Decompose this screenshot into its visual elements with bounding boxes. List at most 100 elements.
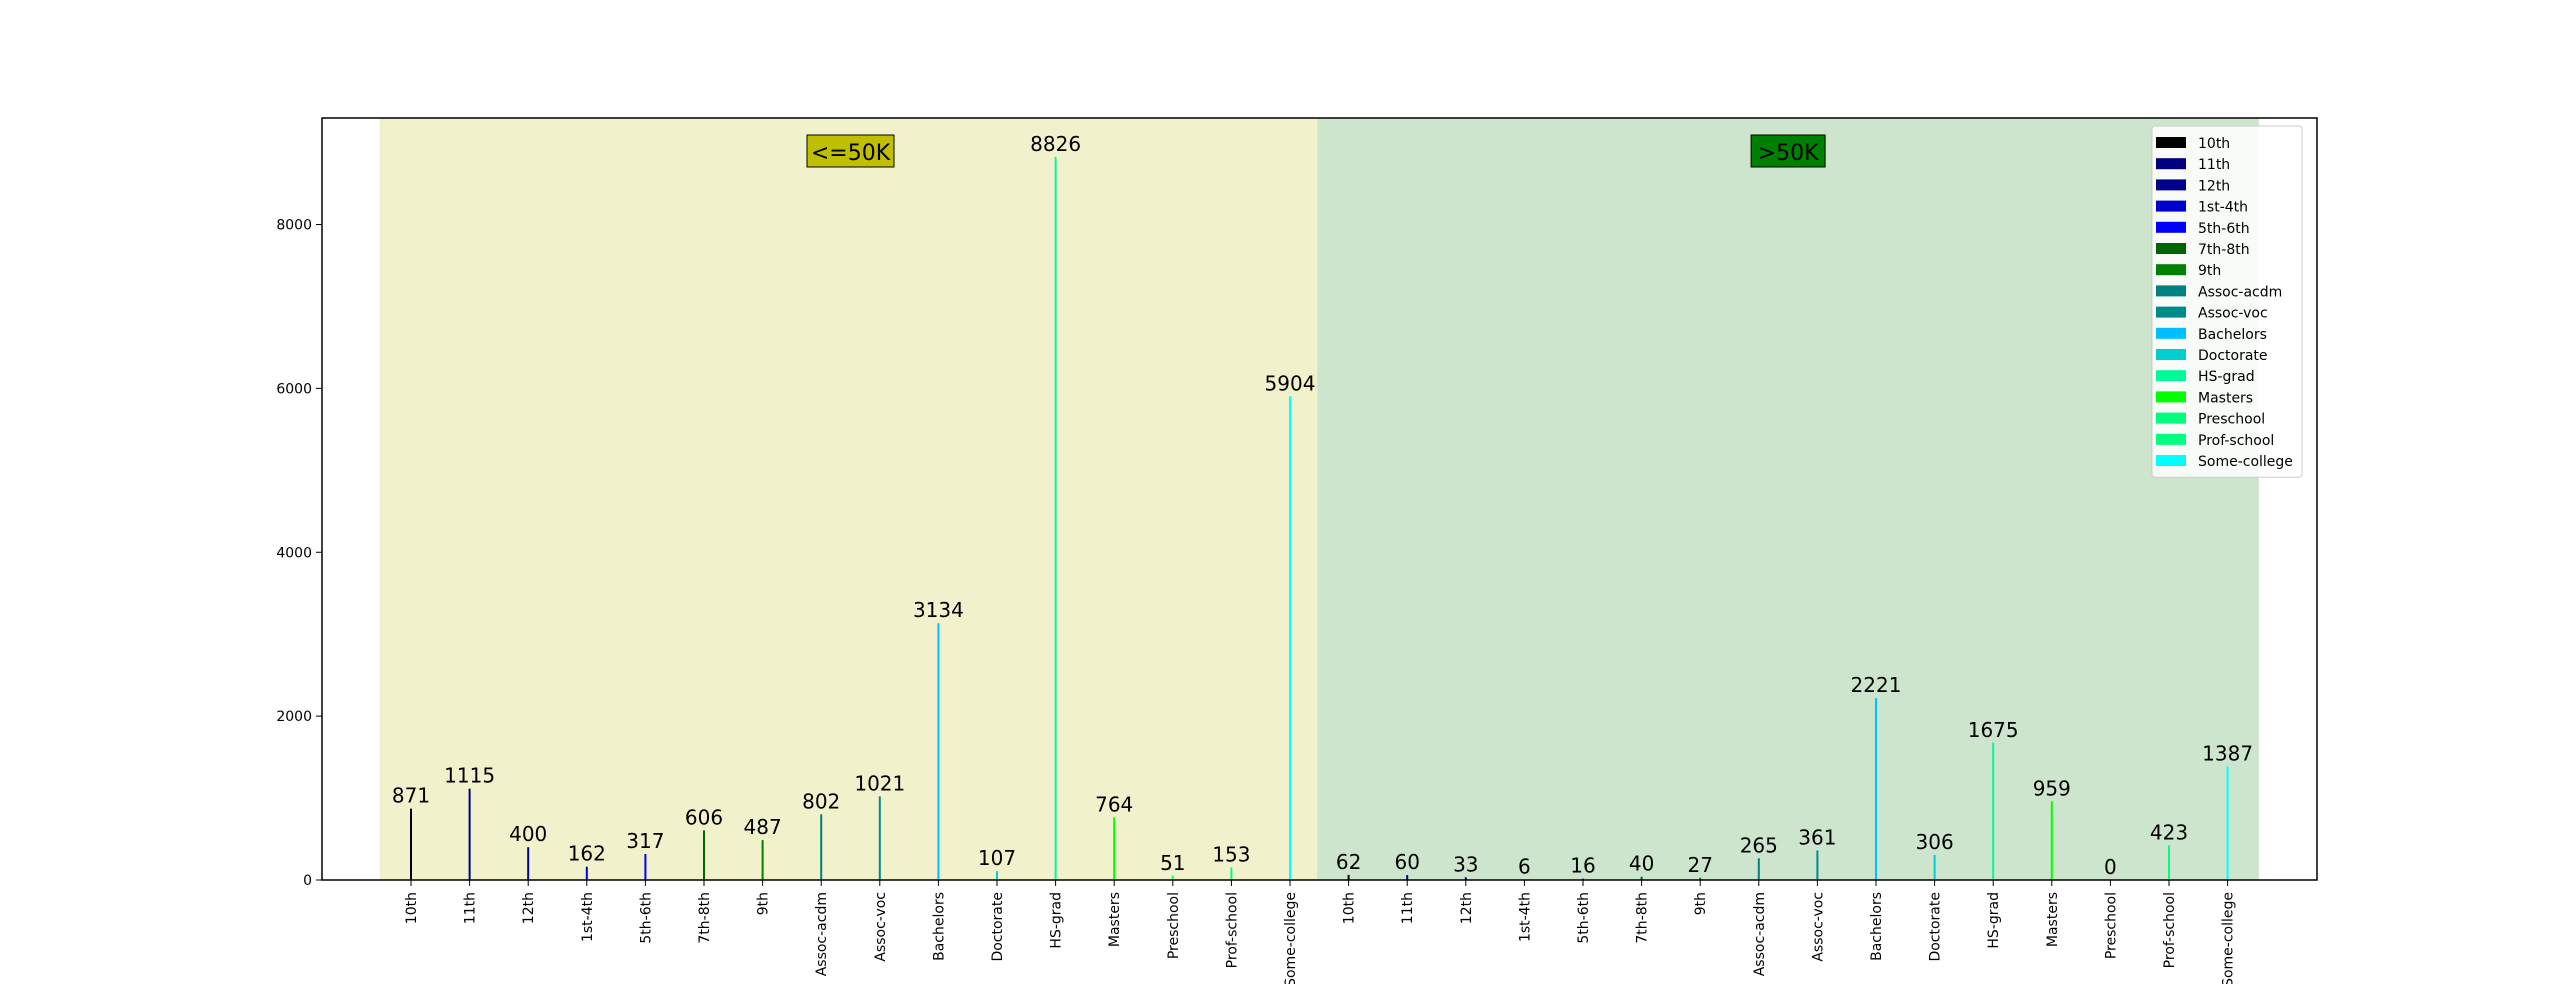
legend-swatch [2156,306,2186,318]
legend-label: Assoc-acdm [2198,284,2282,300]
y-axis-ticks: 0 2000 4000 6000 8000 [276,218,322,889]
bar [1640,876,1643,880]
bar [1933,854,1936,880]
value-label: 107 [978,846,1016,870]
bar [1230,867,1233,880]
bar [1464,877,1467,880]
x-tick-label: Prof-school [2162,892,2178,968]
legend-swatch [2156,200,2186,212]
x-tick-label: Bachelors [1869,892,1885,961]
y-tick-label: 0 [303,873,312,889]
x-axis-ticks: 10th 11th 12th 1st-4th 5th-6th 7th-8th 9th Asso… [404,880,2237,984]
x-tick-label: 1st-4th [580,892,596,942]
x-tick-label: 12th [1459,892,1475,924]
x-tick-label: Bachelors [931,892,947,961]
y-tick-label: 4000 [276,545,312,561]
bar [2226,766,2229,880]
bar [1699,877,1702,880]
bar [2168,845,2170,880]
value-label: 802 [802,789,840,813]
value-label: 1115 [444,764,495,788]
x-tick-label: Masters [1107,892,1123,947]
value-label: 0 [2104,855,2117,879]
bar [585,866,588,880]
legend-label: 1st-4th [2198,200,2248,216]
bar [1757,858,1760,880]
group-labels: <=50K >50K [806,134,1826,168]
legend-swatch [2156,391,2186,403]
group-label-box [806,134,895,168]
legend-label: Prof-school [2198,433,2274,449]
x-tick-label: Preschool [1166,892,1182,959]
legend-label: HS-grad [2198,369,2255,385]
bars [410,156,2229,881]
x-tick-label: 9th [1693,892,1709,915]
value-label: 959 [2033,776,2071,800]
x-tick-label: Prof-school [1224,892,1240,968]
x-tick-label: Doctorate [1928,892,1944,962]
x-tick-label: 11th [463,892,479,924]
value-label: 265 [1740,833,1778,857]
value-label: 361 [1798,825,1836,849]
value-label: 153 [1212,842,1250,866]
legend-label: Some-college [2198,454,2293,470]
value-label: 306 [1916,830,1954,854]
legend-swatch [2156,137,2186,148]
x-tick-label: 7th-8th [697,892,713,944]
bar [937,623,940,880]
x-tick-label: Some-college [2221,892,2237,984]
legend-label: 5th-6th [2198,221,2250,237]
legend-swatch [2156,221,2186,233]
legend-label: Assoc-voc [2198,306,2268,322]
legend-swatch [2156,455,2186,466]
x-tick-label: 9th [756,892,772,915]
value-label: 162 [568,842,606,866]
legend-swatch [2156,349,2186,360]
value-label: 8826 [1030,132,1081,156]
value-label: 487 [744,815,782,839]
value-label: 1021 [854,771,905,795]
value-label: 33 [1453,852,1478,876]
legend-label: 10th [2198,136,2230,152]
bar [1347,874,1350,880]
bar [1171,875,1174,880]
group-label-box [1750,134,1826,168]
legend-swatch [2156,243,2186,254]
value-label: 3134 [913,598,964,622]
x-tick-label: 7th-8th [1635,892,1651,944]
bar [1816,850,1819,880]
bar [996,871,998,880]
value-label: 60 [1394,850,1419,874]
x-tick-label: Assoc-acdm [1752,892,1768,976]
group-label: >50K [1758,141,1819,166]
legend-swatch [2156,285,2186,297]
legend-label: 12th [2198,178,2230,194]
bar [1406,875,1409,880]
x-tick-label: 5th-6th [638,892,654,944]
value-label: 27 [1687,853,1712,877]
bar [2050,801,2053,880]
group-background [379,118,1322,880]
bar [468,788,471,880]
x-tick-label: 10th [1342,892,1358,924]
group-background [1317,118,2259,880]
x-tick-label: Preschool [2103,892,2119,959]
x-tick-label: 5th-6th [1576,892,1592,944]
bar [1875,698,1877,880]
legend-label: 9th [2198,263,2221,279]
legend-swatch [2156,370,2186,382]
value-label: 16 [1570,854,1595,878]
value-label: 1675 [1968,718,2019,742]
value-label: 764 [1095,792,1133,816]
value-label: 51 [1160,851,1185,875]
value-label: 6 [1518,855,1531,879]
group-label: <=50K [811,141,891,166]
x-tick-label: 12th [521,892,537,924]
value-label: 606 [685,805,723,829]
value-label: 2221 [1851,673,1902,697]
value-label: 1387 [2202,741,2253,765]
x-tick-label: 10th [404,892,420,924]
legend-label: Doctorate [2198,348,2268,364]
